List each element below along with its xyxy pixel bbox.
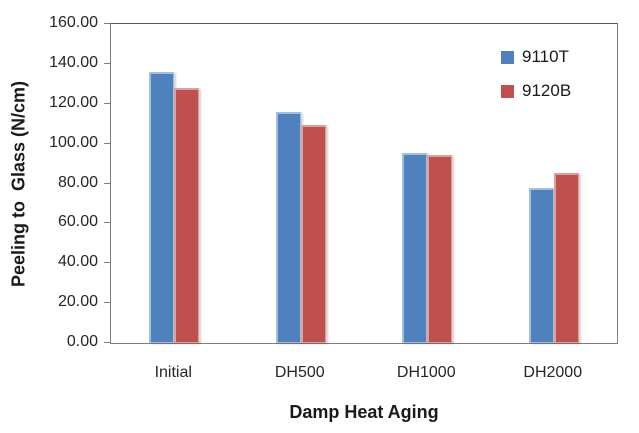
plot-area: 9110T 9120B: [110, 23, 618, 344]
y-tick-label: 40.00: [57, 253, 98, 271]
y-tick-mark: [104, 142, 110, 144]
legend-item-9120B: 9120B: [501, 80, 571, 102]
y-tick-mark: [104, 342, 110, 343]
y-tick-mark: [104, 102, 110, 104]
bar-9110T-DH1000: [402, 152, 428, 343]
legend-swatch-9110T: [501, 50, 514, 64]
legend-item-9110T: 9110T: [501, 46, 571, 68]
legend-label: 9110T: [522, 47, 569, 66]
bar-9120B-DH500: [300, 125, 326, 343]
y-tick-label: 120.00: [49, 93, 98, 111]
x-category-label: DH1000: [396, 364, 456, 381]
bar-9110T-DH2000: [528, 188, 554, 343]
bar-9110T-DH500: [275, 112, 301, 343]
y-tick-mark: [104, 222, 110, 224]
y-tick-label: 60.00: [57, 213, 98, 231]
bar-9120B-Initial: [174, 88, 200, 343]
y-tick-label: 80.00: [57, 173, 98, 191]
y-tick-mark: [104, 262, 110, 264]
legend-swatch-9120B: [501, 84, 514, 98]
y-tick-label: 140.00: [49, 53, 98, 71]
x-category-label: DH2000: [523, 364, 583, 381]
legend-label: 9120B: [522, 81, 572, 100]
x-axis-title: Damp Heat Aging: [289, 402, 439, 422]
bar-9120B-DH1000: [427, 154, 453, 343]
y-tick-mark: [104, 62, 110, 64]
y-tick-mark: [104, 23, 110, 24]
y-axis: 0.00 20.00 40.00 60.00 80.00 100.00 120.00 140.…: [0, 14, 110, 350]
y-tick-label: 100.00: [49, 133, 98, 151]
y-tick-mark: [104, 182, 110, 184]
y-tick-mark: [104, 302, 110, 304]
y-tick-label: 0.00: [66, 333, 98, 350]
y-tick-label: 20.00: [57, 293, 98, 311]
bar-9120B-DH2000: [553, 172, 579, 343]
y-tick-label: 160.00: [49, 14, 98, 31]
bar-9110T-Initial: [149, 71, 175, 343]
x-category-label: DH500: [274, 364, 325, 381]
legend: 9110T 9120B: [501, 46, 571, 114]
x-category-label: Initial: [154, 364, 192, 381]
x-axis-labels: Initial DH500 DH1000 DH2000: [110, 364, 618, 384]
